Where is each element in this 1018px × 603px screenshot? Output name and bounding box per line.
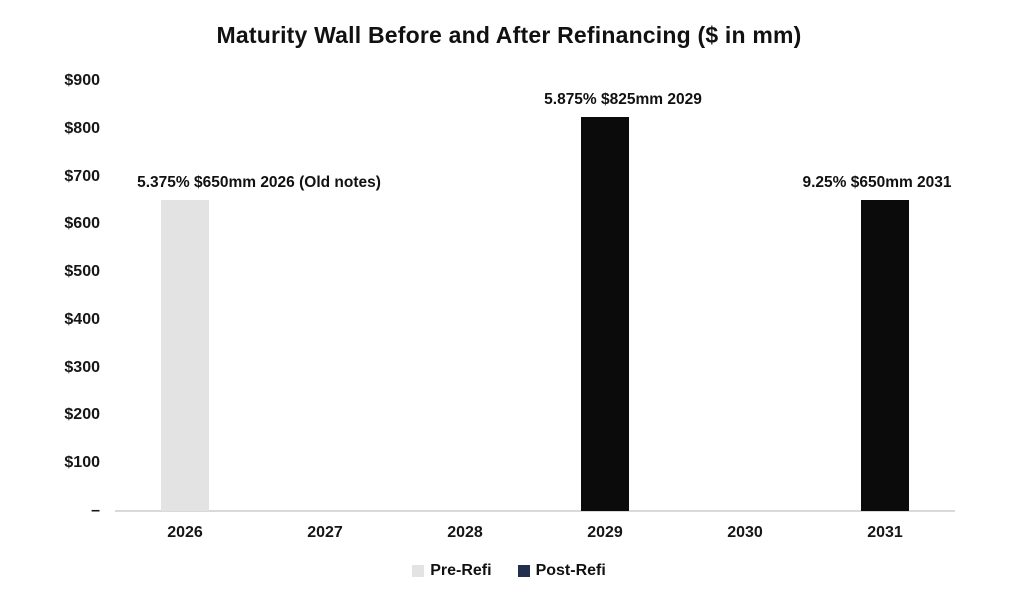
bar-pre-refi-2026 [161,200,209,511]
legend-item-post-refi: Post-Refi [517,562,606,580]
y-axis-tick-label: $500 [64,263,100,281]
x-axis-tick-label: 2030 [727,524,763,541]
chart-title: Maturity Wall Before and After Refinanci… [216,22,802,48]
legend-label: Post-Refi [535,562,606,579]
y-axis-tick-label: $200 [64,406,100,424]
bar-data-label: 5.875% $825mm 2029 [544,90,702,108]
bar-post-refi-2031 [861,200,909,511]
y-axis-tick-label: – [91,502,100,519]
legend-swatch-icon [517,565,530,577]
y-axis-tick-label: $300 [64,358,100,376]
x-axis-tick-label: 2031 [867,524,903,541]
x-axis-tick-label: 2027 [307,524,343,541]
bar-data-label: 5.375% $650mm 2026 (Old notes) [137,174,381,192]
y-axis-tick-label: $800 [64,119,100,137]
y-axis-tick-label: $900 [64,72,100,89]
bar-post-refi-2029 [581,116,629,511]
y-axis-tick-label: $700 [64,167,100,185]
x-axis-tick-label: 2029 [587,524,623,541]
chart-legend: Pre-Refi Post-Refi [0,562,1018,580]
y-axis-tick-label: $400 [64,310,100,328]
y-axis-tick-label: $600 [64,215,100,233]
legend-swatch-icon [412,565,425,577]
y-axis-tick-label: $100 [64,454,100,472]
x-axis-tick-label: 2028 [447,524,483,541]
x-axis-tick-label: 2026 [167,524,203,541]
x-axis-line [115,510,955,512]
legend-label: Pre-Refi [430,562,492,579]
bar-data-label: 9.25% $650mm 2031 [802,174,952,192]
legend-item-pre-refi: Pre-Refi [412,562,492,580]
